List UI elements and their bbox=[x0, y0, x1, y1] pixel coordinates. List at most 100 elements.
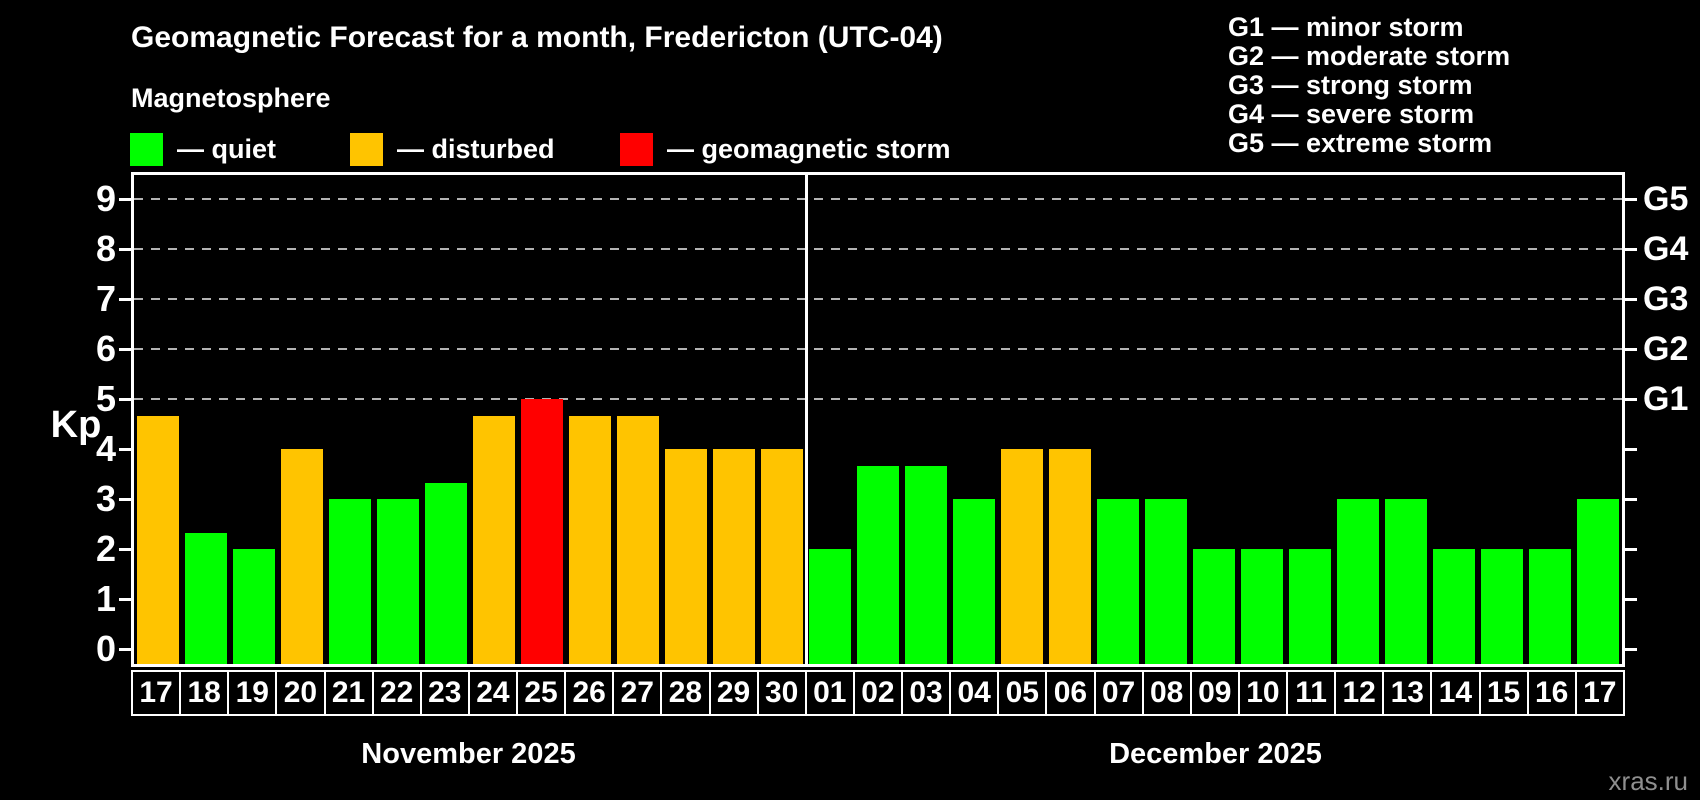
day-label-november-28: 28 bbox=[662, 672, 711, 714]
kp-bar-december-14 bbox=[1433, 549, 1475, 664]
day-label-november-30: 30 bbox=[759, 672, 807, 714]
day-label-november-24: 24 bbox=[470, 672, 518, 714]
y-tick-label-1: 1 bbox=[95, 578, 116, 619]
kp-bar-december-10 bbox=[1241, 549, 1283, 664]
y-tick-left-0 bbox=[119, 648, 131, 651]
kp-bar-november-19 bbox=[233, 549, 275, 664]
y-tick-right-7 bbox=[1625, 298, 1637, 301]
kp-bar-december-07 bbox=[1097, 499, 1139, 664]
day-label-november-25: 25 bbox=[518, 672, 567, 714]
kp-bar-november-25 bbox=[521, 399, 563, 664]
kp-bar-november-17 bbox=[137, 415, 179, 664]
kp-bar-december-02 bbox=[857, 465, 899, 664]
gridline-kp-9 bbox=[134, 198, 1622, 200]
y-tick-label-0: 0 bbox=[95, 628, 116, 669]
kp-bar-december-03 bbox=[905, 465, 947, 664]
kp-bar-december-15 bbox=[1481, 549, 1523, 664]
kp-bar-november-27 bbox=[617, 415, 659, 664]
day-label-november-17: 17 bbox=[133, 672, 182, 714]
day-label-december-16: 16 bbox=[1529, 672, 1577, 714]
kp-bar-december-13 bbox=[1385, 499, 1427, 664]
g-scale-label-g5: G5 bbox=[1643, 180, 1689, 218]
g-scale-label-g1: G1 bbox=[1643, 380, 1689, 418]
day-label-november-26: 26 bbox=[566, 672, 615, 714]
g-scale-label-g3: G3 bbox=[1643, 280, 1689, 318]
g-scale-label-g2: G2 bbox=[1643, 330, 1689, 368]
day-label-december-14: 14 bbox=[1432, 672, 1481, 714]
legend-label-disturbed: — disturbed bbox=[397, 134, 555, 164]
y-tick-label-5: 5 bbox=[95, 378, 116, 419]
day-label-december-17: 17 bbox=[1583, 676, 1617, 709]
magnetosphere-label: Magnetosphere bbox=[131, 83, 331, 113]
legend-label-quiet: — quiet bbox=[177, 134, 276, 164]
y-tick-left-3 bbox=[119, 498, 131, 501]
kp-bar-november-26 bbox=[569, 415, 611, 664]
day-label-november-21: 21 bbox=[326, 672, 374, 714]
y-tick-right-6 bbox=[1625, 348, 1637, 351]
y-tick-right-8 bbox=[1625, 248, 1637, 251]
kp-bar-december-06 bbox=[1049, 449, 1091, 664]
kp-bar-december-04 bbox=[953, 499, 995, 664]
storm-scale-line-g3: G3 — strong storm bbox=[1228, 70, 1473, 100]
kp-bar-november-29 bbox=[713, 449, 755, 664]
chart-title: Geomagnetic Forecast for a month, Freder… bbox=[131, 21, 943, 54]
storm-scale-line-g4: G4 — severe storm bbox=[1228, 99, 1475, 129]
day-label-december-09: 09 bbox=[1192, 672, 1240, 714]
month-label-december: December 2025 bbox=[1109, 738, 1322, 770]
gridline-kp-5 bbox=[134, 398, 1622, 400]
kp-bar-december-16 bbox=[1529, 549, 1571, 664]
storm-scale-line-g2: G2 — moderate storm bbox=[1228, 41, 1511, 71]
y-tick-label-7: 7 bbox=[95, 278, 116, 319]
y-tick-right-0 bbox=[1625, 648, 1637, 651]
y-tick-left-2 bbox=[119, 548, 131, 551]
kp-bar-december-09 bbox=[1193, 549, 1235, 664]
day-label-december-11: 11 bbox=[1288, 672, 1337, 714]
day-label-december-05: 05 bbox=[999, 672, 1048, 714]
kp-bar-november-28 bbox=[665, 449, 707, 664]
y-tick-label-2: 2 bbox=[95, 528, 116, 569]
y-tick-left-4 bbox=[119, 448, 131, 451]
kp-bar-december-08 bbox=[1145, 499, 1187, 664]
day-label-november-18: 18 bbox=[181, 672, 230, 714]
kp-bar-november-24 bbox=[473, 415, 515, 664]
y-tick-right-4 bbox=[1625, 448, 1637, 451]
legend-label-storm: — geomagnetic storm bbox=[667, 134, 951, 164]
gridline-kp-8 bbox=[134, 248, 1622, 250]
y-tick-right-5 bbox=[1625, 398, 1637, 401]
plot-inner bbox=[134, 172, 1622, 667]
y-tick-right-1 bbox=[1625, 598, 1637, 601]
y-tick-label-4: 4 bbox=[95, 428, 116, 469]
day-label-december-04: 04 bbox=[951, 672, 1000, 714]
kp-bar-november-18 bbox=[185, 532, 227, 664]
kp-bar-december-12 bbox=[1337, 499, 1379, 664]
y-tick-left-9 bbox=[119, 198, 131, 201]
kp-bar-november-30 bbox=[761, 449, 803, 664]
legend-swatch-quiet bbox=[130, 133, 163, 166]
y-tick-left-1 bbox=[119, 598, 131, 601]
storm-scale-line-g5: G5 — extreme storm bbox=[1228, 128, 1493, 158]
day-label-november-20: 20 bbox=[277, 672, 326, 714]
day-label-november-23: 23 bbox=[422, 672, 470, 714]
y-tick-label-9: 9 bbox=[95, 178, 116, 219]
day-label-december-13: 13 bbox=[1384, 672, 1433, 714]
plot-area bbox=[131, 172, 1625, 667]
gridline-kp-7 bbox=[134, 298, 1622, 300]
day-label-december-08: 08 bbox=[1144, 672, 1192, 714]
day-label-november-19: 19 bbox=[229, 672, 278, 714]
day-label-december-03: 03 bbox=[903, 672, 952, 714]
day-label-november-29: 29 bbox=[711, 672, 759, 714]
y-tick-right-2 bbox=[1625, 548, 1637, 551]
watermark: xras.ru bbox=[1608, 766, 1688, 796]
y-tick-label-6: 6 bbox=[95, 328, 116, 369]
y-tick-left-8 bbox=[119, 248, 131, 251]
day-label-november-22: 22 bbox=[374, 672, 422, 714]
y-tick-label-3: 3 bbox=[95, 478, 116, 519]
day-axis-row: 17 18 19 20 21 22 23 24 25 26 27 28 29 30 01 02 03 04 05 06… bbox=[131, 670, 1625, 716]
kp-bar-december-11 bbox=[1289, 549, 1331, 664]
g-scale-label-g4: G4 bbox=[1643, 230, 1689, 268]
y-tick-left-6 bbox=[119, 348, 131, 351]
day-label-december-06: 06 bbox=[1047, 672, 1096, 714]
month-separator bbox=[804, 172, 808, 667]
y-axis-title: Kp bbox=[50, 404, 102, 446]
kp-bar-december-17 bbox=[1577, 499, 1619, 664]
